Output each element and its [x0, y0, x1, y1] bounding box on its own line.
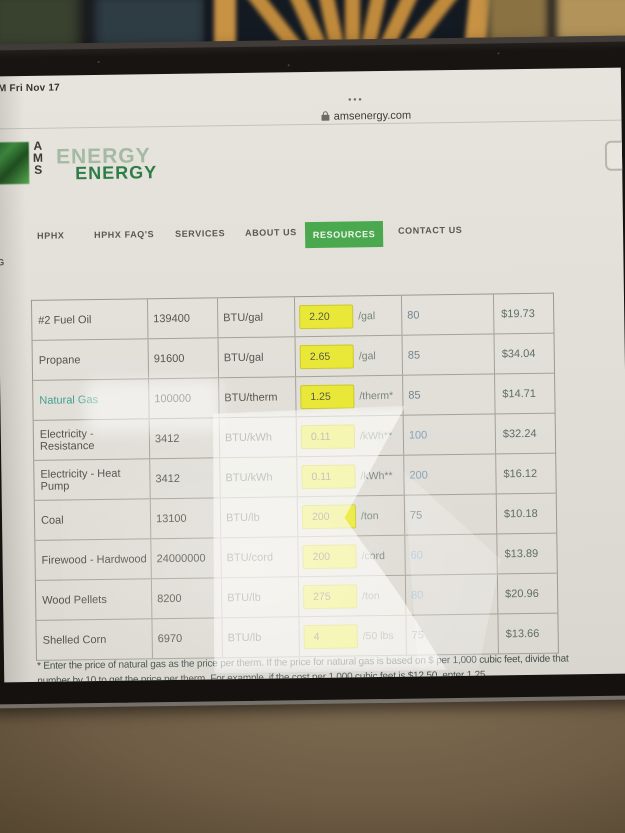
cost-per-mbtu-cell: $20.96 [505, 587, 539, 600]
price-unit-label: /gal [358, 349, 376, 362]
cost-per-mbtu-cell: $13.89 [504, 547, 539, 560]
nav-item-hphx[interactable]: HPHX [37, 230, 65, 241]
cost-per-mbtu-cell: $32.24 [502, 427, 537, 440]
screen-glare [85, 379, 221, 434]
url-text: amsenergy.com [333, 109, 412, 123]
btu-value-cell: 91600 [148, 338, 220, 379]
logo-energy-text: ENERGY [75, 162, 158, 184]
efficiency-cell[interactable]: 80 [401, 294, 495, 335]
cost-per-mbtu-cell: $14.71 [502, 387, 537, 400]
cost-per-mbtu-cell: $34.04 [501, 347, 536, 360]
nav-item-about-us[interactable]: ABOUT US [244, 227, 297, 238]
cost-per-mbtu-cell: $16.12 [503, 467, 538, 480]
price-unit-label: /gal [358, 309, 376, 322]
address-bar[interactable]: amsenergy.com [281, 109, 451, 124]
price-cell: 2.65 /gal [295, 335, 404, 377]
price-input[interactable]: 2.65 [299, 343, 354, 369]
browser-menu-icon[interactable]: ••• [348, 94, 364, 105]
cost-per-mbtu-cell: $13.66 [505, 627, 540, 640]
btu-value-cell: 139400 [147, 298, 219, 339]
cost-per-mbtu-cell: $10.18 [503, 507, 538, 520]
btu-unit-cell: BTU/gal [218, 337, 297, 378]
lock-icon [321, 111, 330, 124]
nav-item-hphx-faqs[interactable]: HPHX FAQ'S [93, 229, 155, 241]
price-cell: 2.20 /gal [294, 295, 403, 337]
btu-unit-cell: BTU/gal [217, 297, 296, 338]
nav-item-contact-us[interactable]: CONTACT US [397, 224, 463, 236]
cost-per-mbtu-cell: $19.73 [501, 307, 535, 320]
fuel-name-cell: #2 Fuel Oil [31, 299, 149, 340]
room-background [0, 0, 625, 70]
nav-item-services[interactable]: SERVICES [174, 228, 226, 239]
efficiency-cell[interactable]: 85 [402, 334, 496, 375]
nav-item-resources-active[interactable]: RESOURCES [304, 221, 384, 249]
fuel-name-cell: Propane [32, 339, 150, 380]
price-input[interactable]: 2.20 [299, 303, 354, 329]
browser-side-button[interactable] [604, 140, 625, 171]
